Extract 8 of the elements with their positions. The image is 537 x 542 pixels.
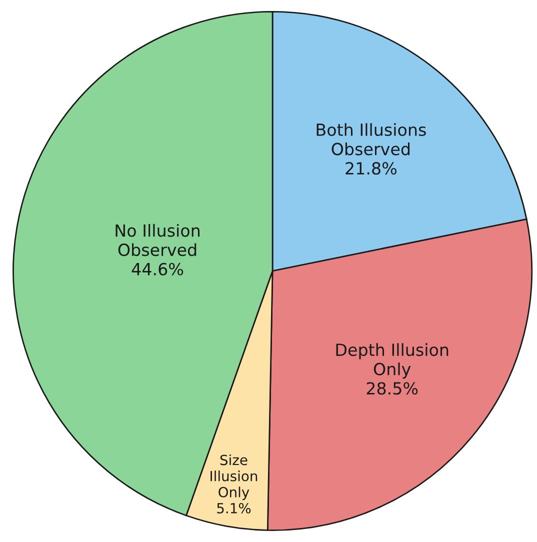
data-label: 44.6%: [132, 262, 184, 276]
data-label: 5.1%: [217, 502, 251, 514]
slice-label: Both Illusions Observed: [316, 123, 426, 156]
data-label: 21.8%: [346, 162, 396, 175]
data-label: 28.5%: [366, 382, 418, 395]
slice-label: Size Illusion Only: [210, 454, 258, 500]
slice-label: Depth Illusion Only: [336, 343, 448, 379]
slice-label: No Illusion Observed: [116, 224, 200, 256]
